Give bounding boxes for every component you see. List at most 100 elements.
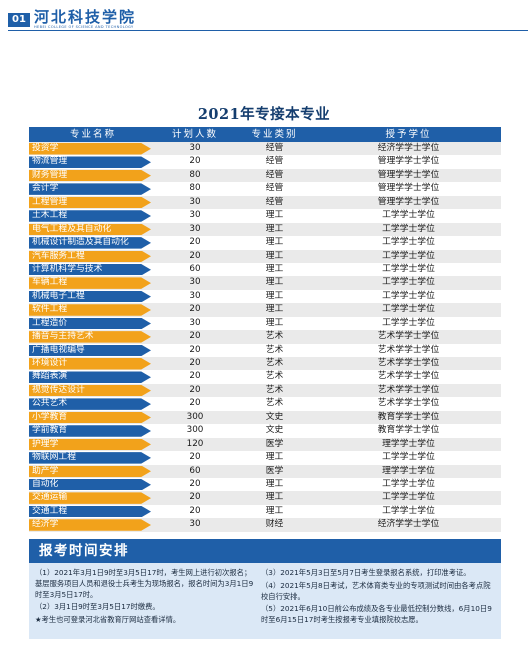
major-name: 计算机科学与技术 — [29, 263, 151, 276]
degree-awarded: 理学学士学位 — [382, 465, 435, 476]
degree-awarded: 管理学学士学位 — [377, 169, 440, 180]
table-header-row: 专业名称 计划人数 专业类别 授予学位 — [29, 127, 501, 142]
degree-awarded: 管理学学士学位 — [377, 183, 440, 194]
major-cell: 自动化 — [29, 478, 157, 491]
major-cell: 物流管理 — [29, 155, 157, 168]
table-row: 小学教育 300 文史 教育学学士学位 — [29, 410, 501, 425]
degree-awarded: 管理学学士学位 — [377, 196, 440, 207]
plan-count: 20 — [189, 452, 201, 463]
degree-awarded: 工学学士学位 — [382, 290, 435, 301]
major-name: 广播电视编导 — [29, 344, 151, 357]
plan-count: 80 — [189, 169, 201, 180]
degree-awarded: 工学学士学位 — [382, 317, 435, 328]
logo-english-name: HEBEI COLLEGE OF SCIENCE AND TECHNOLOGY — [34, 25, 134, 29]
plan-count: 20 — [189, 250, 201, 261]
plan-count: 20 — [189, 156, 201, 167]
major-category: 文史 — [265, 411, 284, 422]
page-number: 01 — [8, 13, 30, 27]
major-name: 工程造价 — [29, 317, 151, 330]
table-row: 广播电视编导 20 艺术 艺术学学士学位 — [29, 343, 501, 357]
degree-awarded: 艺术学学士学位 — [377, 398, 440, 409]
major-cell: 舞蹈表演 — [29, 370, 157, 383]
schedule-section: 报考时间安排 （1）2021年3月1日9时至3月5日17时，考生网上进行初次报名… — [29, 539, 501, 639]
degree-awarded: 工学学士学位 — [382, 492, 435, 503]
table-row: 物联网工程 20 理工 工学学士学位 — [29, 451, 501, 465]
major-cell: 学前教育 — [29, 424, 157, 437]
schedule-item: （1）2021年3月1日9时至3月5日17时，考生网上进行初次报名；基层服务项目… — [35, 568, 254, 599]
degree-awarded: 工学学士学位 — [382, 263, 435, 274]
table-body: 投资学 30 经管 经济学学士学位 物流管理 20 经管 管理学学士学位 财务管理 80 经管 管理学… — [29, 142, 501, 532]
degree-awarded: 工学学士学位 — [382, 210, 435, 221]
major-category: 理工 — [265, 223, 284, 234]
major-name: 机械设计制造及其自动化 — [29, 237, 151, 249]
table-row: 环境设计 20 艺术 艺术学学士学位 — [29, 357, 501, 371]
major-category: 经管 — [265, 143, 284, 153]
major-name: 投资学 — [29, 143, 151, 155]
major-category: 理工 — [265, 277, 284, 288]
major-cell: 环境设计 — [29, 357, 157, 370]
schedule-item: （2）3月1日9时至3月5日17时缴费。 — [35, 602, 160, 612]
plan-count: 30 — [189, 196, 201, 207]
college-logo: 河北科技学院 HEBEI COLLEGE OF SCIENCE AND TECH… — [34, 9, 136, 30]
major-name: 护理学 — [29, 438, 151, 451]
table-row: 护理学 120 医学 理学学士学位 — [29, 437, 501, 452]
plan-count: 30 — [189, 277, 201, 288]
degree-awarded: 教育学学士学位 — [377, 411, 440, 422]
major-name: 环境设计 — [29, 358, 151, 370]
plan-count: 60 — [189, 263, 201, 274]
majors-table: 专业名称 计划人数 专业类别 授予学位 投资学 30 经管 经济学学士学位 物流管理 20… — [29, 127, 501, 532]
header-category: 专业类别 — [251, 129, 298, 140]
table-row: 自动化 20 理工 工学学士学位 — [29, 477, 501, 492]
plan-count: 20 — [189, 505, 201, 516]
schedule-header-bar: 报考时间安排 — [29, 539, 501, 563]
degree-awarded: 工学学士学位 — [382, 223, 435, 234]
major-cell: 财务管理 — [29, 169, 157, 182]
major-category: 理工 — [265, 237, 284, 248]
major-category: 经管 — [265, 183, 284, 194]
degree-awarded: 艺术学学士学位 — [377, 331, 440, 342]
major-name: 自动化 — [29, 478, 151, 491]
major-cell: 工程造价 — [29, 317, 157, 330]
major-name: 车辆工程 — [29, 277, 151, 289]
plan-count: 20 — [189, 398, 201, 409]
table-row: 学前教育 300 文史 教育学学士学位 — [29, 424, 501, 438]
major-name: 软件工程 — [29, 304, 151, 316]
plan-count: 20 — [189, 384, 201, 395]
major-cell: 播音与主持艺术 — [29, 330, 157, 343]
major-category: 艺术 — [265, 344, 284, 355]
table-row: 舞蹈表演 20 艺术 艺术学学士学位 — [29, 370, 501, 384]
plan-count: 30 — [189, 223, 201, 234]
table-row: 车辆工程 30 理工 工学学士学位 — [29, 276, 501, 290]
major-category: 医学 — [265, 465, 284, 476]
degree-awarded: 艺术学学士学位 — [377, 344, 440, 355]
table-row: 交通工程 20 理工 工学学士学位 — [29, 504, 501, 519]
table-row: 工程管理 30 经管 管理学学士学位 — [29, 195, 501, 210]
plan-count: 20 — [189, 358, 201, 368]
major-name: 电气工程及其自动化 — [29, 223, 151, 236]
degree-awarded: 管理学学士学位 — [377, 156, 440, 167]
table-row: 物流管理 20 经管 管理学学士学位 — [29, 155, 501, 169]
major-name: 小学教育 — [29, 411, 151, 424]
table-row: 汽车服务工程 20 理工 工学学士学位 — [29, 249, 501, 263]
major-name: 学前教育 — [29, 425, 151, 437]
schedule-item: （5）2021年6月10日前公布成绩及各专业最低控制分数线，6月10日9时至6月… — [261, 604, 492, 625]
major-category: 理工 — [265, 478, 284, 489]
major-category: 理工 — [265, 250, 284, 261]
major-name: 舞蹈表演 — [29, 371, 151, 383]
degree-awarded: 艺术学学士学位 — [377, 384, 440, 395]
logo-chinese-name: 河北科技学院 — [34, 8, 137, 26]
major-cell: 广播电视编导 — [29, 344, 157, 357]
major-name: 物流管理 — [29, 156, 151, 168]
plan-count: 20 — [189, 371, 201, 382]
major-cell: 小学教育 — [29, 411, 157, 424]
major-name: 物联网工程 — [29, 452, 151, 464]
major-name: 交通工程 — [29, 505, 151, 518]
degree-awarded: 工学学士学位 — [382, 237, 435, 248]
table-row: 软件工程 20 理工 工学学士学位 — [29, 303, 501, 317]
major-category: 经管 — [265, 169, 284, 180]
major-category: 艺术 — [265, 398, 284, 409]
major-category: 理工 — [265, 263, 284, 274]
major-category: 艺术 — [265, 384, 284, 395]
degree-awarded: 工学学士学位 — [382, 277, 435, 288]
major-name: 会计学 — [29, 183, 151, 195]
